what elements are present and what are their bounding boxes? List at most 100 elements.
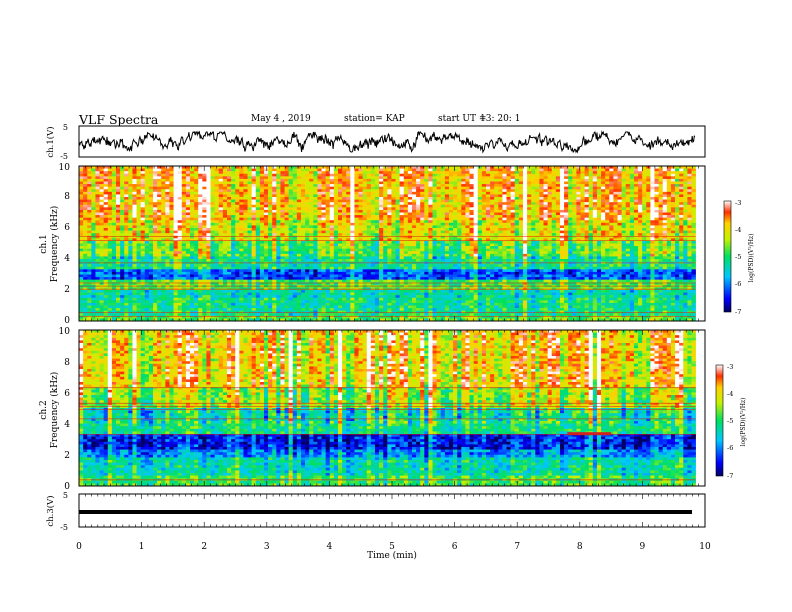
spectrogram-cell	[518, 230, 524, 234]
spectrogram-cell	[662, 217, 668, 221]
spectrogram-cell	[107, 240, 113, 244]
spectrogram-cell	[457, 225, 462, 229]
spectrogram-cell	[555, 178, 561, 182]
spectrogram-cell	[165, 168, 170, 172]
spectrogram-cell	[584, 184, 590, 187]
spectrogram-cell	[613, 246, 618, 249]
spectrogram-cell	[572, 209, 577, 213]
spectrogram-cell	[333, 246, 339, 249]
spectrogram-cell	[354, 168, 359, 172]
spectrogram-cell	[276, 222, 281, 226]
spectrogram-cell	[292, 243, 298, 247]
spectrogram-cell	[157, 202, 162, 206]
spectrogram-cell	[498, 217, 503, 221]
spectrogram-cell	[596, 173, 602, 177]
spectrogram-cell	[576, 240, 581, 244]
spectrogram-cell	[432, 217, 437, 221]
spectrogram-cell	[288, 217, 294, 221]
spectrogram-cell	[650, 222, 655, 226]
spectrogram-cell	[152, 230, 158, 234]
spectrogram-cell	[189, 246, 195, 249]
spectrogram-cell	[580, 186, 585, 190]
spectrogram-cell	[284, 194, 289, 198]
spectrogram-cell	[321, 176, 326, 180]
spectrogram-cell	[99, 181, 104, 185]
spectrogram-cell	[165, 240, 170, 244]
spectrogram-cell	[650, 189, 655, 193]
spectrogram-cell	[675, 240, 680, 244]
spectrogram-cell	[107, 199, 113, 203]
spectrogram-cell	[670, 217, 676, 221]
spectrogram-cell	[440, 176, 446, 180]
spectrogram-cell	[210, 212, 215, 216]
spectrogram-cell	[161, 202, 166, 206]
spectrogram-cell	[592, 204, 598, 208]
spectrogram-cell	[132, 251, 137, 255]
spectrogram-cell	[99, 194, 104, 198]
spectrogram-cell	[124, 184, 129, 187]
spectrogram-cell	[206, 207, 211, 211]
spectrogram-cell	[638, 228, 643, 231]
spectrogram-cell	[551, 235, 557, 239]
spectrogram-cell	[128, 212, 133, 216]
spectrogram-cell	[424, 184, 429, 187]
spectrogram-cell	[374, 202, 380, 206]
spectrogram-cell	[383, 230, 388, 234]
spectrogram-cell	[235, 215, 240, 218]
spectrogram-cell	[675, 233, 680, 237]
spectrogram-cell	[157, 246, 162, 249]
spectrogram-cell	[642, 212, 647, 216]
spectrogram-cell	[83, 228, 88, 231]
spectrogram-cell	[617, 240, 622, 244]
spectrogram-cell	[103, 222, 109, 226]
spectrogram-cell	[83, 251, 88, 255]
spectrogram-cell	[132, 191, 137, 195]
spectrogram-cell	[120, 228, 125, 231]
spectrogram-cell	[128, 248, 133, 252]
spectrogram-cell	[588, 186, 594, 190]
spectrogram-cell	[440, 246, 446, 249]
spectrogram-cell	[272, 217, 277, 221]
spectrogram-cell	[354, 212, 359, 216]
spectrogram-cell	[555, 233, 561, 237]
spectrogram-cell	[329, 240, 335, 244]
spectrogram-cell	[506, 240, 511, 244]
spectrogram-cell	[395, 178, 400, 182]
spectrogram-cell	[300, 197, 306, 200]
spectrogram-cell	[374, 228, 380, 231]
spectrogram-cell	[633, 235, 639, 239]
spectrogram-cell	[181, 191, 187, 195]
spectrogram-cell	[222, 191, 228, 195]
spectrogram-cell	[280, 194, 285, 198]
spectrogram-cell	[128, 217, 133, 221]
spectrogram-cell	[638, 197, 643, 200]
spectrogram-cell	[243, 212, 248, 216]
spectrogram-cell	[333, 178, 339, 182]
spectrogram-cell	[399, 235, 405, 239]
spectrogram-cell	[395, 176, 400, 180]
spectrogram-cell	[206, 189, 211, 193]
spectrogram-cell	[675, 243, 680, 247]
spectrogram-cell	[407, 176, 413, 180]
spectrogram-cell	[428, 240, 433, 244]
spectrogram-cell	[391, 189, 396, 193]
spectrogram-cell	[675, 248, 680, 252]
spectrogram-cell	[547, 171, 553, 175]
spectrogram-cell	[638, 171, 643, 175]
spectrogram-cell	[87, 243, 92, 247]
spectrogram-cell	[477, 228, 483, 231]
spectrogram-cell	[362, 233, 368, 237]
spectrogram-cell	[280, 204, 285, 208]
spectrogram-cell	[654, 184, 659, 187]
spectrogram-cell	[453, 204, 458, 208]
spectrogram-cell	[194, 191, 199, 195]
spectrogram-cell	[527, 173, 532, 177]
spectrogram-cell	[638, 222, 643, 226]
spectrogram-cell	[642, 171, 647, 175]
spectrogram-cell	[687, 181, 692, 185]
spectrogram-cell	[255, 204, 261, 208]
spectrogram-cell	[592, 171, 598, 175]
spectrogram-cell	[366, 171, 372, 175]
spectrogram-cell	[416, 199, 421, 203]
spectrogram-cell	[411, 230, 417, 234]
